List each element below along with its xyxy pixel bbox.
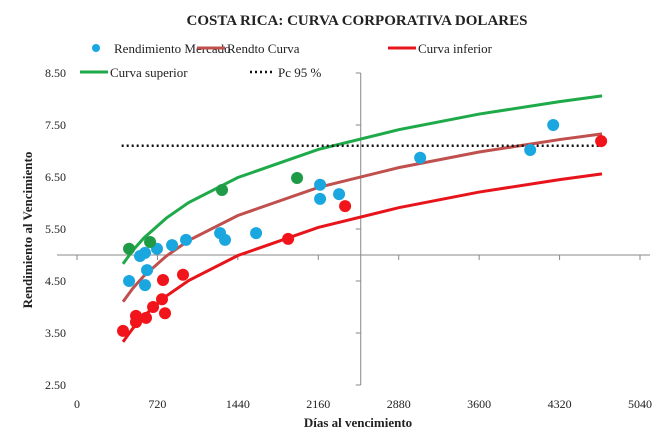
- y-tick-label: 8.50: [45, 66, 66, 80]
- data-point: [282, 232, 295, 245]
- chart-title: COSTA RICA: CURVA CORPORATIVA DOLARES: [187, 13, 528, 29]
- legend-label: Rendimiento Mercado: [114, 41, 231, 56]
- legend-label: Curva superior: [110, 65, 188, 80]
- x-tick-label: 0: [74, 397, 80, 411]
- x-tick-label: 1440: [226, 397, 250, 411]
- y-tick-label: 2.50: [45, 378, 66, 392]
- y-axis-title: Rendimiento al Vencimiento: [20, 152, 35, 309]
- data-point: [414, 151, 427, 164]
- legend-label: Rendto Curva: [227, 41, 300, 56]
- data-point: [547, 119, 560, 131]
- x-tick-label: 720: [148, 397, 166, 411]
- data-point: [144, 236, 157, 248]
- data-point: [157, 273, 170, 286]
- data-point: [156, 293, 169, 306]
- data-point: [339, 200, 352, 213]
- axes: 0 720 1440 2160 2880 3600 4320 5040 8.50 7.50 6.50…: [45, 66, 652, 411]
- data-point: [166, 239, 179, 252]
- data-point: [291, 172, 304, 185]
- data-point: [314, 192, 327, 205]
- data-point: [147, 301, 160, 313]
- x-tick-label: 5040: [628, 397, 652, 411]
- data-point: [141, 264, 154, 277]
- data-point: [250, 227, 263, 240]
- data-point: [595, 135, 608, 148]
- data-point: [139, 279, 152, 292]
- x-axis-title: Días al vencimiento: [304, 415, 412, 430]
- data-point: [180, 233, 193, 246]
- y-tick-label: 7.50: [45, 118, 66, 132]
- data-point: [129, 316, 142, 329]
- y-tick-label: 3.50: [45, 326, 66, 340]
- x-tick-label: 3600: [467, 397, 491, 411]
- x-tick-label: 2160: [306, 397, 330, 411]
- y-tick-label: 4.50: [45, 274, 66, 288]
- x-tick-label: 2880: [387, 397, 411, 411]
- data-point: [117, 324, 130, 337]
- data-point: [140, 311, 153, 324]
- y-tick-label: 5.50: [45, 222, 66, 236]
- data-point: [123, 275, 136, 287]
- series-line-3: [121, 94, 603, 265]
- data-point: [524, 143, 537, 156]
- data-point: [314, 178, 327, 191]
- data-point: [219, 233, 232, 246]
- legend-label: Curva inferior: [418, 41, 493, 56]
- data-point: [134, 250, 147, 263]
- x-tick-label: 4320: [548, 397, 572, 411]
- data-point: [177, 268, 190, 281]
- data-point: [333, 188, 346, 201]
- data-point: [123, 242, 136, 255]
- data-point: [215, 184, 228, 196]
- marks: [117, 94, 608, 343]
- y-tick-label: 6.50: [45, 170, 66, 184]
- series-line-1: [121, 132, 603, 303]
- legend-label: Pc 95 %: [278, 65, 322, 80]
- data-point: [159, 307, 172, 320]
- legend-marker: [92, 44, 100, 52]
